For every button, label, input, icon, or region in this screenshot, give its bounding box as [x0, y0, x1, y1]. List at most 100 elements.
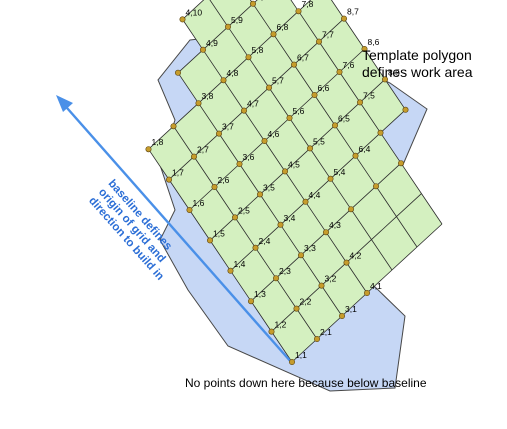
grid-line	[223, 56, 249, 81]
grid-point	[207, 237, 214, 244]
grid-point-label: 7,7	[322, 30, 334, 40]
grid-line	[380, 109, 406, 134]
grid-point	[363, 289, 370, 296]
grid-point-label: 6,8	[277, 22, 289, 32]
grid-cell	[285, 148, 331, 202]
grid-point	[372, 183, 379, 190]
grid-line	[400, 162, 422, 194]
grid-point-label: 6,4	[359, 144, 371, 154]
grid-cell	[235, 194, 281, 248]
grid-line	[298, 0, 312, 12]
grid-line	[380, 132, 402, 164]
grid-point	[191, 153, 198, 160]
grid-cell	[214, 164, 260, 218]
grid-line	[309, 125, 336, 149]
grid-line	[396, 216, 418, 248]
grid-point-label: 4,8	[227, 68, 239, 78]
grid-line	[359, 79, 386, 103]
grid-point	[245, 54, 252, 61]
grid-line	[218, 133, 240, 165]
grid-point	[281, 168, 288, 175]
grid-point	[252, 244, 259, 251]
grid-cell	[276, 255, 322, 309]
grid-line	[248, 33, 274, 58]
grid-line	[341, 292, 368, 317]
grid-cell	[209, 0, 253, 27]
grid-point-label: 3,7	[222, 122, 234, 132]
grid-point-label: 3,2	[325, 274, 337, 284]
grid-point-label: 3,3	[304, 243, 316, 253]
grid-line	[230, 270, 252, 302]
grid-line	[296, 308, 318, 340]
grid-cell	[289, 95, 335, 149]
grid-point-label: 4,10	[186, 7, 203, 17]
grid-point-label: 1,3	[254, 289, 266, 299]
grid-point-label: 2,3	[279, 266, 291, 276]
grid-line	[252, 3, 274, 35]
grid-point	[236, 161, 243, 168]
grid-line	[214, 186, 236, 218]
below-baseline-note: No points down here because below baseli…	[185, 376, 427, 390]
grid-point-label: 2,7	[197, 145, 209, 155]
grid-line	[189, 209, 211, 241]
grid-point	[397, 160, 404, 167]
grid-point-label: 4,1	[370, 281, 382, 291]
grid-point	[327, 175, 334, 182]
grid-line	[259, 171, 286, 195]
grid-line	[330, 0, 345, 19]
grid-line	[209, 240, 231, 272]
grid-cell	[310, 125, 356, 179]
grid-point	[250, 0, 257, 7]
grid-point	[232, 214, 239, 221]
grid-point	[216, 130, 223, 137]
grid-point-label: 3,5	[263, 182, 275, 192]
grid-line	[239, 163, 261, 195]
grid-point	[322, 229, 329, 236]
grid-point-label: 1,2	[275, 320, 287, 330]
grid-line	[202, 49, 224, 81]
grid-point-label: 1,5	[213, 228, 225, 238]
grid-line	[250, 277, 277, 302]
grid-point	[175, 69, 182, 76]
grid-line	[290, 0, 299, 12]
grid-point	[220, 77, 227, 84]
grid-line	[214, 163, 240, 188]
grid-cell	[194, 133, 240, 187]
grid-line	[250, 300, 272, 332]
grid-cell	[371, 216, 417, 270]
grid-line	[280, 224, 302, 256]
grid-point-label: 3,1	[345, 304, 357, 314]
grid-line	[309, 148, 331, 180]
grid-cell	[178, 49, 224, 104]
grid-point-label: 3,6	[243, 152, 255, 162]
grid-point	[315, 38, 322, 45]
grid-cell	[239, 141, 285, 195]
grid-point	[248, 298, 255, 305]
grid-line	[384, 79, 406, 111]
grid-cell	[189, 187, 235, 241]
grid-point	[195, 100, 202, 107]
grid-point-label: 5,9	[231, 15, 243, 25]
grid-cell	[314, 72, 360, 126]
grid-line	[148, 125, 174, 150]
grid-cell	[330, 155, 376, 210]
grid-point-label: 6,5	[338, 113, 350, 123]
grid-line	[291, 338, 318, 363]
grid-line	[198, 79, 224, 104]
grid-point-label: 7,8	[302, 0, 314, 9]
grid-cell	[351, 186, 397, 240]
grid-point-labels: 1,1 2,1 3,1 4,1 1,2 2,2 3,2 4,2 1,3 2,3 3,3 4,3 1,4 2…	[152, 0, 401, 360]
grid-line	[202, 26, 229, 51]
grid-cell	[223, 57, 269, 111]
grid-line	[148, 148, 170, 180]
grid-line	[234, 194, 261, 218]
grid-cell	[228, 3, 274, 58]
grid-points	[145, 0, 409, 365]
grid-line	[330, 155, 356, 180]
grid-point-label: 5,6	[293, 106, 305, 116]
grid-point	[313, 335, 320, 342]
grid-point-label: 8,7	[347, 7, 359, 17]
grid-point	[402, 106, 409, 113]
template-note-line1: Template polygon	[362, 47, 472, 63]
grid-line	[239, 140, 265, 165]
